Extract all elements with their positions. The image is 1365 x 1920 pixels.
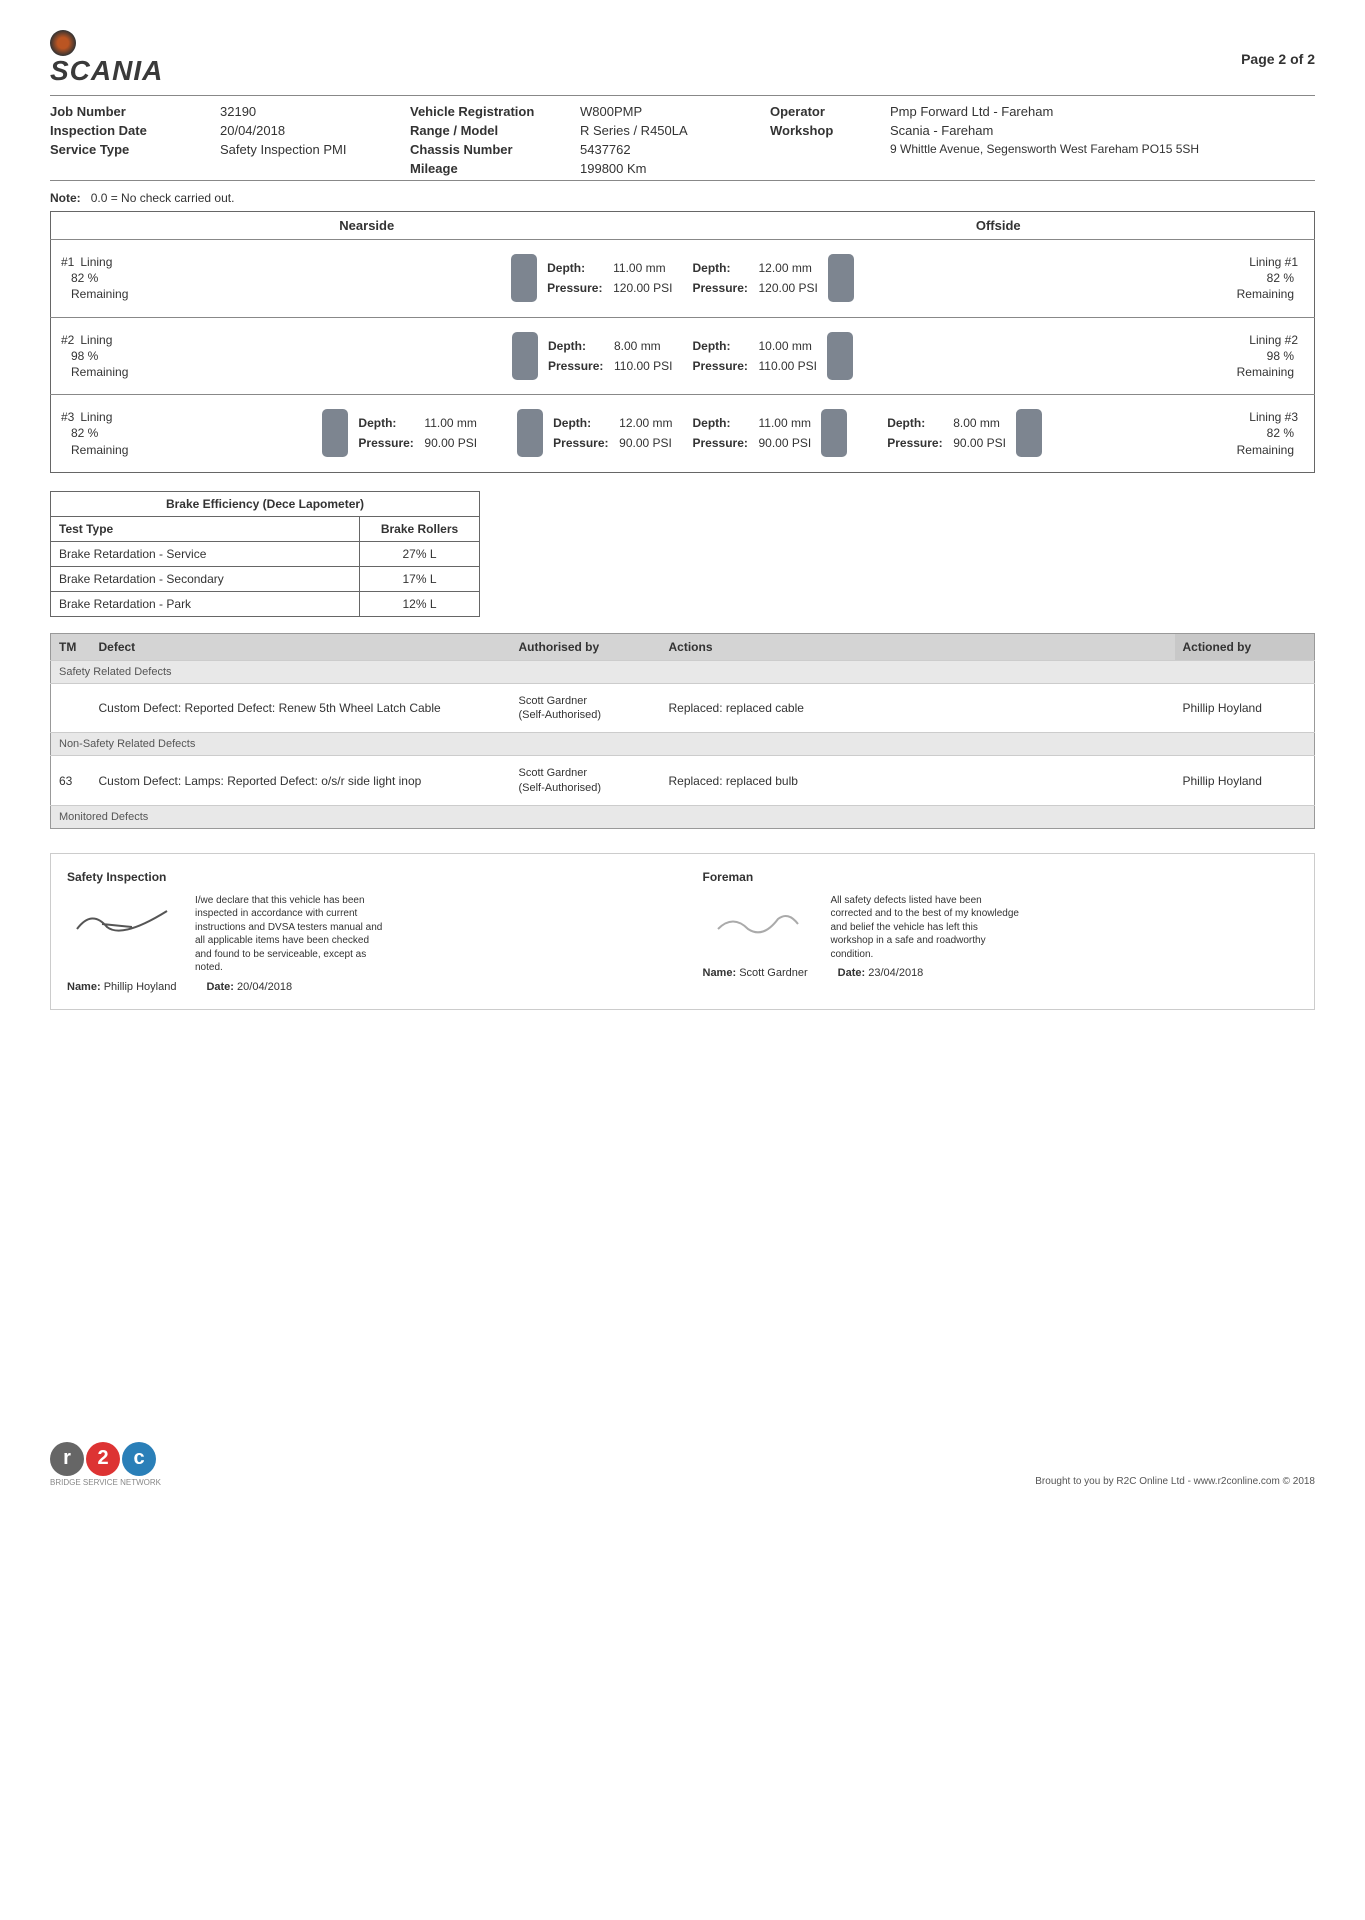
sf-title: Foreman: [703, 870, 1299, 884]
si-decl: I/we declare that this vehicle has been …: [195, 894, 385, 975]
lining-off: Lining #298 % Remaining: [1237, 332, 1304, 381]
dh-tm: TM: [51, 633, 91, 660]
hv-ws: Scania - Fareham: [890, 123, 1315, 138]
brake-row-value: 17% L: [360, 566, 480, 591]
note-text: 0.0 = No check carried out.: [91, 191, 235, 205]
hl-svc: Service Type: [50, 142, 220, 157]
page-root: SCANIA Page 2 of 2 Job Number 32190 Vehi…: [50, 30, 1315, 1487]
hv-svc: Safety Inspection PMI: [220, 142, 410, 157]
hl-ws: Workshop: [770, 123, 890, 138]
lining-off: Lining #382 % Remaining: [1237, 409, 1304, 458]
si-date-label: Date:: [206, 981, 234, 993]
brake-title: Brake Efficiency (Dece Lapometer): [51, 491, 480, 516]
sf-date: 23/04/2018: [868, 967, 923, 979]
r2c-block: r2c BRIDGE SERVICE NETWORK: [50, 1442, 161, 1487]
brake-row-label: Brake Retardation - Park: [51, 591, 360, 616]
r2c-tag: BRIDGE SERVICE NETWORK: [50, 1478, 161, 1487]
defect-section: Safety Related Defects: [51, 660, 1315, 683]
sf-name: Scott Gardner: [739, 967, 807, 979]
tyre-icon: [827, 332, 853, 380]
sf-date-label: Date:: [838, 967, 866, 979]
hv-range: R Series / R450LA: [580, 123, 770, 138]
hl-mileage: Mileage: [410, 161, 580, 176]
defect-text: Custom Defect: Reported Defect: Renew 5t…: [91, 683, 511, 733]
signoff-foreman: Foreman All safety defects listed have b…: [703, 870, 1299, 993]
logo-row: SCANIA Page 2 of 2: [50, 30, 1315, 87]
si-name: Phillip Hoyland: [104, 981, 177, 993]
dh-defect: Defect: [91, 633, 511, 660]
hl-chassis: Chassis Number: [410, 142, 580, 157]
brake-testtype-value: Brake Rollers: [360, 516, 480, 541]
axle-table: Nearside Offside #1Lining 82 % Remaining…: [50, 211, 1315, 473]
lining-near: #2Lining 98 % Remaining: [61, 332, 128, 381]
griffin-icon: [50, 30, 76, 56]
brand-logo: SCANIA: [50, 30, 163, 87]
tyre-icon: [322, 409, 348, 457]
si-name-label: Name:: [67, 981, 101, 993]
defect-actby: Phillip Hoyland: [1175, 683, 1315, 733]
brake-row-label: Brake Retardation - Secondary: [51, 566, 360, 591]
hv-op: Pmp Forward Ltd - Fareham: [890, 104, 1315, 119]
si-date: 20/04/2018: [237, 981, 292, 993]
defect-actions: Replaced: replaced bulb: [661, 756, 1175, 806]
tyre-icon: [511, 254, 537, 302]
hv-mileage: 199800 Km: [580, 161, 770, 176]
defect-section: Monitored Defects: [51, 805, 1315, 828]
tyre-icon: [828, 254, 854, 302]
dh-auth: Authorised by: [511, 633, 661, 660]
hl-jobnum: Job Number: [50, 104, 220, 119]
sf-name-label: Name:: [703, 967, 737, 979]
defect-auth: Scott Gardner(Self-Authorised): [511, 756, 661, 806]
defect-actions: Replaced: replaced cable: [661, 683, 1175, 733]
lining-near: #1Lining 82 % Remaining: [61, 254, 128, 303]
hv-jobnum: 32190: [220, 104, 410, 119]
tyre-icon: [1016, 409, 1042, 457]
header-grid: Job Number 32190 Vehicle Registration W8…: [50, 104, 1315, 176]
lining-near: #3Lining 82 % Remaining: [61, 409, 128, 458]
note-row: Note: 0.0 = No check carried out.: [50, 191, 1315, 205]
dh-actions: Actions: [661, 633, 1175, 660]
hl-range: Range / Model: [410, 123, 580, 138]
sig-inspection-icon: [67, 894, 177, 949]
hv-insp: 20/04/2018: [220, 123, 410, 138]
brake-row-value: 27% L: [360, 541, 480, 566]
defect-section: Non-Safety Related Defects: [51, 733, 1315, 756]
si-title: Safety Inspection: [67, 870, 663, 884]
note-label: Note:: [50, 191, 81, 205]
signoff-inspection: Safety Inspection I/we declare that this…: [67, 870, 663, 993]
brake-testtype-label: Test Type: [51, 516, 360, 541]
sf-decl: All safety defects listed have been corr…: [831, 894, 1021, 962]
tyre-icon: [512, 332, 538, 380]
tyre-icon: [821, 409, 847, 457]
hl-op: Operator: [770, 104, 890, 119]
hv-ws-addr: 9 Whittle Avenue, Segensworth West Fareh…: [890, 142, 1315, 157]
tyre-icon: [517, 409, 543, 457]
brake-table: Brake Efficiency (Dece Lapometer) Test T…: [50, 491, 480, 617]
dh-actby: Actioned by: [1175, 633, 1315, 660]
defects-table: TM Defect Authorised by Actions Actioned…: [50, 633, 1315, 829]
lining-off: Lining #182 % Remaining: [1237, 254, 1304, 303]
defect-tm: [51, 683, 91, 733]
defect-actby: Phillip Hoyland: [1175, 756, 1315, 806]
hv-reg: W800PMP: [580, 104, 770, 119]
r2c-logo-icon: r2c: [50, 1442, 161, 1476]
sig-foreman-icon: [703, 894, 813, 949]
brake-row-value: 12% L: [360, 591, 480, 616]
footer-text: Brought to you by R2C Online Ltd - www.r…: [1035, 1476, 1315, 1487]
header-rule: [50, 95, 1315, 96]
defect-auth: Scott Gardner(Self-Authorised): [511, 683, 661, 733]
brake-row-label: Brake Retardation - Service: [51, 541, 360, 566]
hl-reg: Vehicle Registration: [410, 104, 580, 119]
hv-chassis: 5437762: [580, 142, 770, 157]
page-number: Page 2 of 2: [1241, 51, 1315, 67]
defect-text: Custom Defect: Lamps: Reported Defect: o…: [91, 756, 511, 806]
th-nearside: Nearside: [51, 212, 683, 240]
header-rule2: [50, 180, 1315, 181]
defect-tm: 63: [51, 756, 91, 806]
brand-name: SCANIA: [50, 55, 163, 86]
hl-insp: Inspection Date: [50, 123, 220, 138]
signoff-row: Safety Inspection I/we declare that this…: [50, 853, 1315, 1010]
page-footer: r2c BRIDGE SERVICE NETWORK Brought to yo…: [50, 1430, 1315, 1487]
th-offside: Offside: [683, 212, 1315, 240]
